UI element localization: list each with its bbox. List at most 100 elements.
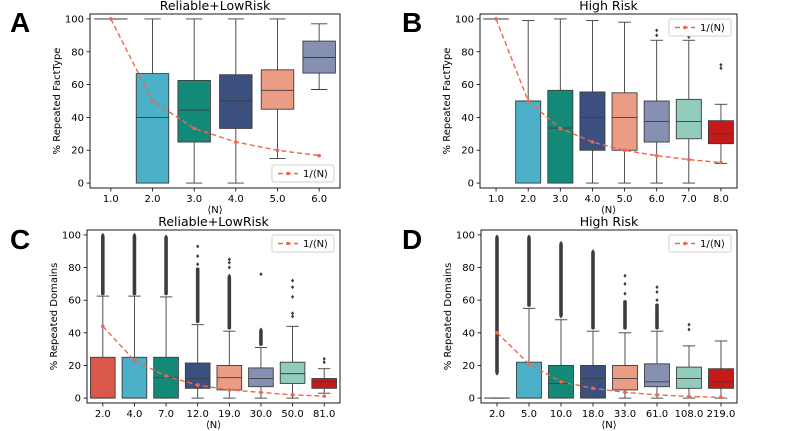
flier-point xyxy=(164,234,168,239)
flier-point xyxy=(101,241,105,246)
reference-point xyxy=(290,393,295,397)
reference-point xyxy=(591,386,595,391)
box-4.0 xyxy=(219,18,253,184)
flier-point xyxy=(101,260,105,265)
y-tick-label: 60 xyxy=(461,80,474,91)
x-tick-label: 8.0 xyxy=(713,194,729,205)
x-axis-label: ⟨N⟩ xyxy=(601,420,616,431)
flier-point xyxy=(623,309,627,314)
y-tick-label: 80 xyxy=(71,47,84,58)
flier-point xyxy=(495,322,499,327)
flier-point xyxy=(527,265,531,270)
flier-point xyxy=(259,327,263,332)
flier-point xyxy=(132,290,137,295)
box-body xyxy=(515,100,542,184)
flier-point xyxy=(623,301,627,306)
y-axis-label: % Repeated Domains xyxy=(443,263,454,371)
reference-point xyxy=(192,126,196,131)
flier-point xyxy=(495,241,499,246)
flier-point xyxy=(290,294,295,299)
box-7.0 xyxy=(153,234,179,399)
legend-label: 1/⟨N⟩ xyxy=(700,23,725,34)
flier-point xyxy=(559,298,563,303)
reference-point xyxy=(132,358,137,363)
flier-point xyxy=(559,257,563,262)
flier-point xyxy=(623,281,627,286)
flier-point xyxy=(101,232,105,237)
flier-point xyxy=(164,257,168,262)
box-33.0 xyxy=(612,273,638,399)
reference-point xyxy=(558,126,563,131)
flier-point xyxy=(495,371,499,376)
flier-point xyxy=(623,325,627,330)
flier-point xyxy=(196,278,200,283)
reference-point xyxy=(527,362,531,366)
box-body xyxy=(644,363,670,388)
flier-point xyxy=(227,325,231,330)
flier-point xyxy=(527,273,531,278)
flier-point xyxy=(227,257,231,262)
chart-title: High Risk xyxy=(579,0,638,13)
legend-label: 1/⟨N⟩ xyxy=(303,239,328,250)
x-axis-label: ⟨N⟩ xyxy=(206,420,221,431)
flier-point xyxy=(527,303,531,308)
box-body xyxy=(676,366,702,389)
flier-band xyxy=(132,234,137,296)
flier-point xyxy=(196,254,200,259)
legend-marker xyxy=(683,25,687,30)
y-tick-label: 100 xyxy=(62,230,81,241)
flier-band xyxy=(527,236,531,307)
flier-point xyxy=(164,249,168,254)
flier-point xyxy=(687,327,691,332)
x-axis-label: ⟨N⟩ xyxy=(601,205,616,216)
box-3.0 xyxy=(547,18,574,184)
flier-point xyxy=(591,298,595,303)
reference-point xyxy=(494,17,498,21)
panel-d: D High Risk % Repeated Domains ⟨N⟩ 0 20 40 60 80… xyxy=(402,214,738,431)
legend-label: 1/⟨N⟩ xyxy=(303,169,328,180)
flier-point xyxy=(623,291,627,296)
panel-b: B High Risk % Repeated FactType ⟨N⟩ 0 20 40 60 8… xyxy=(402,0,738,216)
flier-point xyxy=(527,298,531,303)
flier-point xyxy=(495,355,499,360)
box-108.0 xyxy=(676,322,702,399)
box-219.0 xyxy=(708,340,734,399)
box-50.0 xyxy=(279,278,306,399)
flier-point xyxy=(101,285,105,290)
reference-point xyxy=(655,393,659,397)
legend: 1/⟨N⟩ xyxy=(271,234,335,253)
y-tick-label: 80 xyxy=(462,263,475,274)
box-5.0 xyxy=(516,234,542,399)
x-tick-label: 7.0 xyxy=(158,409,174,420)
reference-line xyxy=(102,325,325,397)
flier-point xyxy=(623,273,627,278)
plot-frame xyxy=(86,229,341,404)
box-19.0 xyxy=(216,257,243,399)
flier-point xyxy=(164,291,168,296)
legend-frame xyxy=(668,18,732,37)
flier-point xyxy=(196,303,200,308)
flier-point xyxy=(164,273,168,278)
plot-frame xyxy=(89,13,341,189)
flier-point xyxy=(290,314,295,319)
flier-point xyxy=(132,265,137,270)
flier-point xyxy=(196,270,200,275)
reference-point xyxy=(109,17,113,21)
flier-point xyxy=(290,285,295,290)
x-tick-label: 19.0 xyxy=(218,409,240,420)
y-tick-label: 0 xyxy=(469,394,475,405)
box-body xyxy=(611,92,638,151)
flier-point xyxy=(495,363,499,368)
reference-point xyxy=(150,99,155,103)
x-tick-label: 33.0 xyxy=(614,409,636,420)
flier-band xyxy=(559,243,563,317)
flier-point xyxy=(132,232,137,237)
reference-point xyxy=(322,394,326,398)
y-tick-label: 40 xyxy=(68,328,81,339)
flier-point xyxy=(591,273,595,278)
y-tick-label: 20 xyxy=(71,146,84,157)
flier-point xyxy=(227,281,231,286)
panel-a: A Reliable+LowRisk % Repeated FactType ⟨N⟩ 0… xyxy=(10,0,341,216)
flier-point xyxy=(655,298,659,303)
box-body xyxy=(580,365,606,399)
